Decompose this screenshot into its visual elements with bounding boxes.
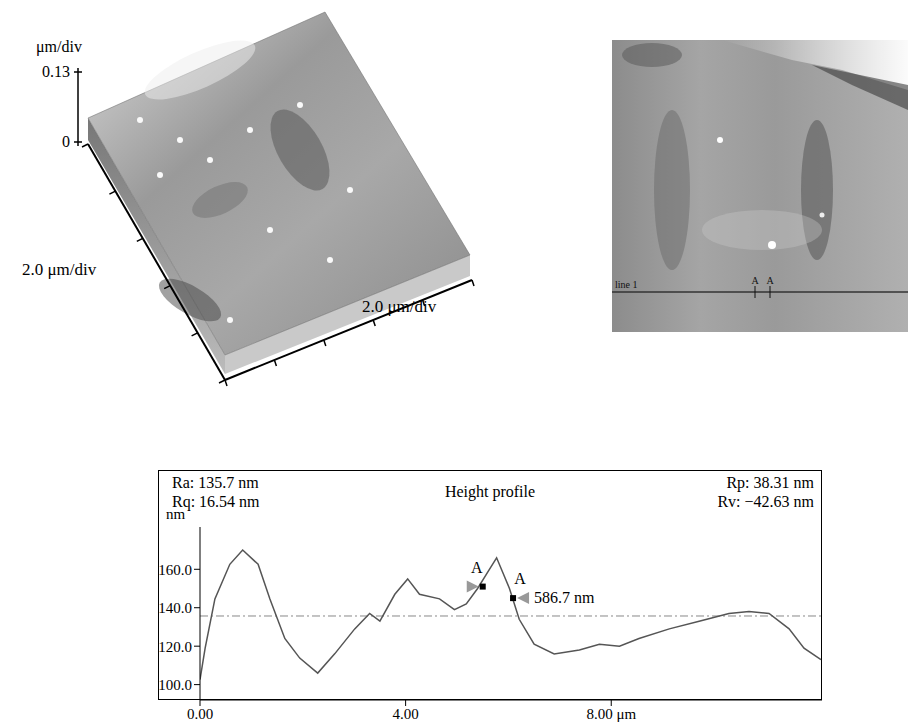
html-text:Rq: 16.54 nm: Rq: 16.54 nm [172,493,260,510]
html-text:Rv: −42.63 nm: Rv: −42.63 nm [717,493,814,510]
svg-text:8.00 μm: 8.00 μm [586,706,636,722]
html-text:nm: nm [166,506,186,522]
svg-text:μm/div: μm/div [36,38,82,56]
html-text:Height profile: Height profile [444,483,536,500]
svg-text:120.0: 120.0 [158,639,192,655]
svg-text:A: A [471,559,483,576]
svg-text:0.00: 0.00 [187,706,213,722]
svg-text:A: A [514,570,526,587]
svg-text:0.13: 0.13 [42,63,70,80]
svg-text:A: A [751,275,759,286]
html-text:Ra: 135.7 nm: Ra: 135.7 nm [172,474,259,491]
svg-text:0: 0 [62,133,70,150]
svg-text:line 1: line 1 [615,279,638,290]
svg-text:160.0: 160.0 [158,562,192,578]
svg-text:100.0: 100.0 [158,677,192,693]
svg-text:4.00: 4.00 [392,706,418,722]
svg-text:586.7 nm: 586.7 nm [534,589,595,606]
svg-text:2.0 μm/div: 2.0 μm/div [362,297,437,316]
svg-text:140.0: 140.0 [158,600,192,616]
svg-text:A: A [766,275,774,286]
svg-text:2.0 μm/div: 2.0 μm/div [22,260,97,279]
html-text:Rp: 38.31 nm: Rp: 38.31 nm [726,474,814,491]
